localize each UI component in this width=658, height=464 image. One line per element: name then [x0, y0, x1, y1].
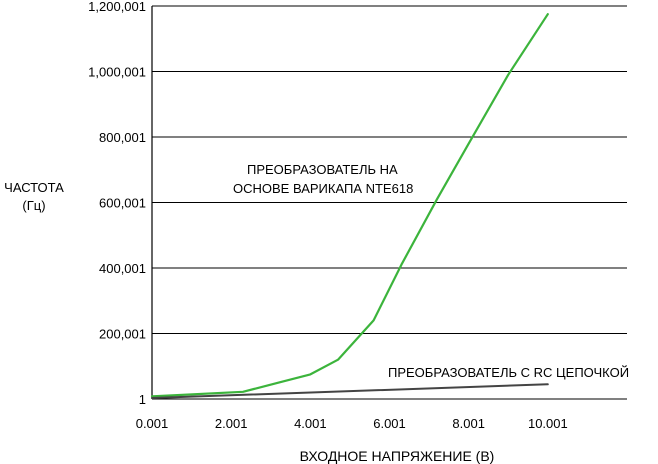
y-tick-label: 1,200,001	[88, 0, 146, 14]
y-tick-label: 200,001	[99, 327, 146, 342]
y-tick-labels: 1 200,001 400,001 600,001 800,001 1,000,001 1,…	[88, 0, 146, 407]
x-tick-label: 10.001	[528, 416, 568, 431]
y-tick-label: 400,001	[99, 261, 146, 276]
y-tick-label: 600,001	[99, 196, 146, 211]
x-tick-label: 8.001	[452, 416, 485, 431]
x-axis-label: ВХОДНОЕ НАПРЯЖЕНИЕ (В)	[300, 448, 495, 464]
series-label-rc: ПРЕОБРАЗОВАТЕЛЬ С RC ЦЕПОЧКОЙ	[388, 365, 629, 380]
y-tick-label: 1,000,001	[88, 65, 146, 80]
gridlines	[151, 5, 627, 400]
series-lines	[150, 13, 549, 399]
y-tick-label: 1	[139, 392, 146, 407]
x-tick-label: 0.001	[136, 416, 169, 431]
series-label-varicap-line-2: ОСНОВЕ ВАРИКАПА NTE618	[233, 181, 413, 196]
x-tick-label: 6.001	[373, 416, 406, 431]
series-label-varicap-line-1: ПРЕОБРАЗОВАТЕЛЬ НА	[247, 162, 398, 177]
x-tick-label: 2.001	[215, 416, 248, 431]
y-axis-label-line-2: (Гц)	[22, 198, 45, 213]
x-tick-label: 4.001	[294, 416, 327, 431]
y-axis-label-line-1: ЧАСТОТА	[4, 180, 64, 195]
x-tick-labels: 0.001 2.001 4.001 6.001 8.001 10.001	[136, 416, 568, 431]
series-line-rc	[151, 383, 549, 399]
series-line-varicap	[150, 13, 549, 398]
y-tick-label: 800,001	[99, 130, 146, 145]
